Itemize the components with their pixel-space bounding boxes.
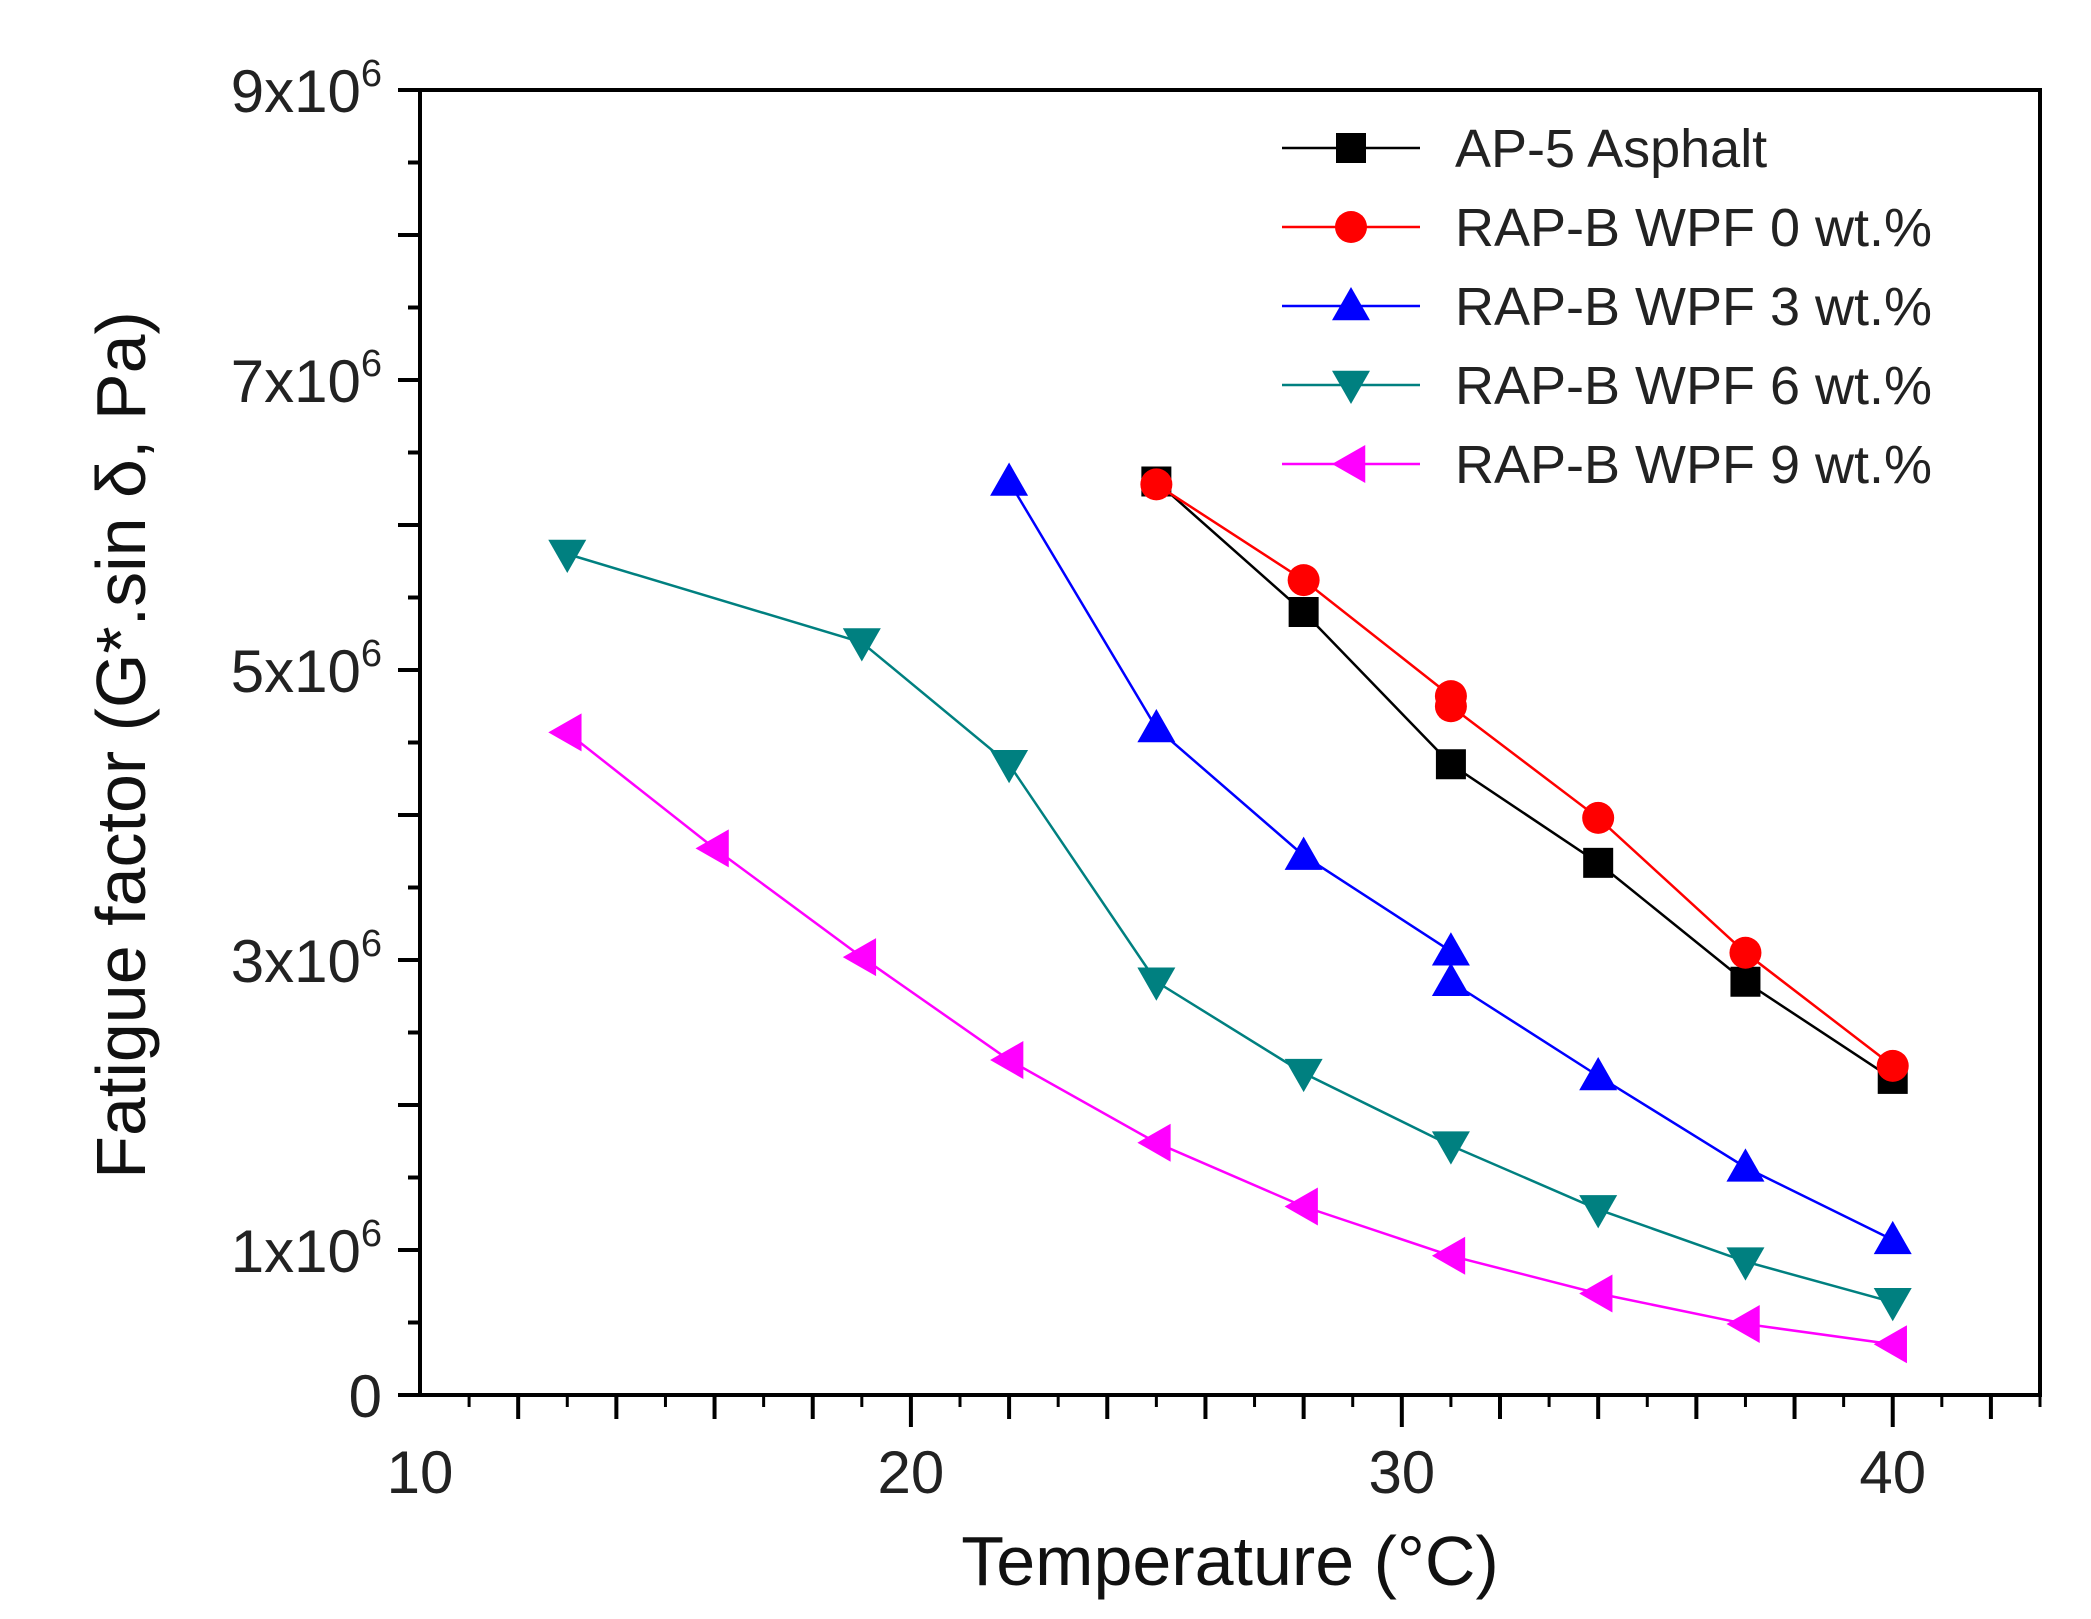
- data-point: [695, 829, 729, 868]
- data-point: [1729, 936, 1762, 969]
- y-tick-label: 0: [349, 1363, 382, 1430]
- data-point: [1876, 1049, 1909, 1082]
- series-2: [990, 462, 1912, 1255]
- series-4: [548, 713, 1907, 1364]
- legend-label: RAP-B WPF 6 wt.%: [1455, 356, 1932, 416]
- data-point: [1726, 1247, 1765, 1281]
- data-point: [1873, 1325, 1907, 1364]
- data-point: [1137, 1123, 1171, 1162]
- data-point: [1582, 801, 1615, 834]
- series-1: [1140, 468, 1909, 1082]
- series-0: [1141, 466, 1908, 1094]
- x-axis-title: Temperature (°C): [961, 1522, 1499, 1600]
- series-layer: [548, 462, 1912, 1364]
- data-point: [1726, 1148, 1765, 1182]
- data-point: [1137, 967, 1176, 1001]
- y-tick-label: 3x106: [231, 923, 382, 995]
- series-line: [566, 731, 1893, 1346]
- legend-marker: [1336, 133, 1366, 163]
- data-point: [1137, 709, 1176, 743]
- data-point: [1431, 962, 1470, 996]
- x-axis-ticks: [467, 1395, 2042, 1427]
- legend-item: AP-5 Asphalt: [1282, 119, 1767, 179]
- legend-marker: [1335, 211, 1367, 243]
- data-point: [842, 938, 877, 977]
- data-point: [1435, 749, 1466, 780]
- legend-item: RAP-B WPF 0 wt.%: [1282, 198, 1932, 258]
- legend-label: RAP-B WPF 0 wt.%: [1455, 198, 1932, 258]
- x-tick-label: 30: [1368, 1439, 1435, 1506]
- data-point: [1284, 1187, 1318, 1226]
- y-tick-label: 9x106: [231, 53, 382, 125]
- data-point: [1873, 1287, 1912, 1322]
- legend-label: RAP-B WPF 3 wt.%: [1455, 277, 1932, 337]
- data-point: [1288, 597, 1319, 627]
- data-point: [1579, 1057, 1618, 1091]
- data-point: [1730, 966, 1761, 997]
- data-point: [1583, 847, 1614, 878]
- x-axis-tick-labels: 10 20 30 40: [387, 1439, 1926, 1506]
- data-point: [1873, 1220, 1912, 1255]
- y-tick-label: 7x106: [231, 343, 382, 415]
- data-point: [1579, 1274, 1613, 1313]
- data-point: [990, 750, 1029, 784]
- legend-item: RAP-B WPF 3 wt.%: [1282, 277, 1932, 337]
- data-point: [1431, 1131, 1470, 1165]
- series-line: [1155, 480, 1894, 1080]
- data-point: [1579, 1195, 1618, 1229]
- data-point: [842, 628, 881, 662]
- data-point: [548, 539, 587, 573]
- series-line: [1155, 483, 1894, 1067]
- data-point: [1287, 564, 1320, 597]
- data-point: [1284, 1058, 1323, 1093]
- legend: AP-5 Asphalt RAP-B WPF 0 wt.% RAP-B WPF 3 …: [1282, 119, 1932, 495]
- data-point: [1434, 690, 1467, 723]
- x-tick-label: 10: [387, 1439, 454, 1506]
- y-axis-tick-labels: 0 1x106 3x106 5x106 7x106 9x106: [231, 53, 382, 1430]
- data-point: [990, 462, 1029, 496]
- legend-label: RAP-B WPF 9 wt.%: [1455, 435, 1932, 495]
- data-point: [1431, 932, 1470, 966]
- data-point: [990, 1041, 1024, 1080]
- y-axis-title: Fatigue factor (G*.sin δ, Pa): [82, 311, 160, 1179]
- legend-item: RAP-B WPF 6 wt.%: [1282, 356, 1932, 416]
- data-point: [1431, 1236, 1466, 1275]
- series-line: [1008, 480, 1894, 1241]
- y-tick-label: 5x106: [231, 633, 382, 705]
- data-point: [1284, 836, 1323, 870]
- series-line: [566, 552, 1894, 1304]
- legend-marker: [1332, 287, 1370, 321]
- data-point: [1726, 1304, 1760, 1343]
- legend-item: RAP-B WPF 9 wt.%: [1282, 435, 1932, 495]
- data-point: [548, 713, 582, 752]
- series-3: [548, 539, 1912, 1322]
- data-point: [1140, 468, 1173, 501]
- legend-marker: [1332, 370, 1370, 404]
- legend-label: AP-5 Asphalt: [1455, 119, 1767, 179]
- y-tick-label: 1x106: [231, 1213, 382, 1285]
- legend-marker: [1332, 445, 1366, 483]
- x-tick-label: 20: [878, 1439, 945, 1506]
- y-axis-ticks: [398, 88, 420, 1397]
- x-tick-label: 40: [1859, 1439, 1926, 1506]
